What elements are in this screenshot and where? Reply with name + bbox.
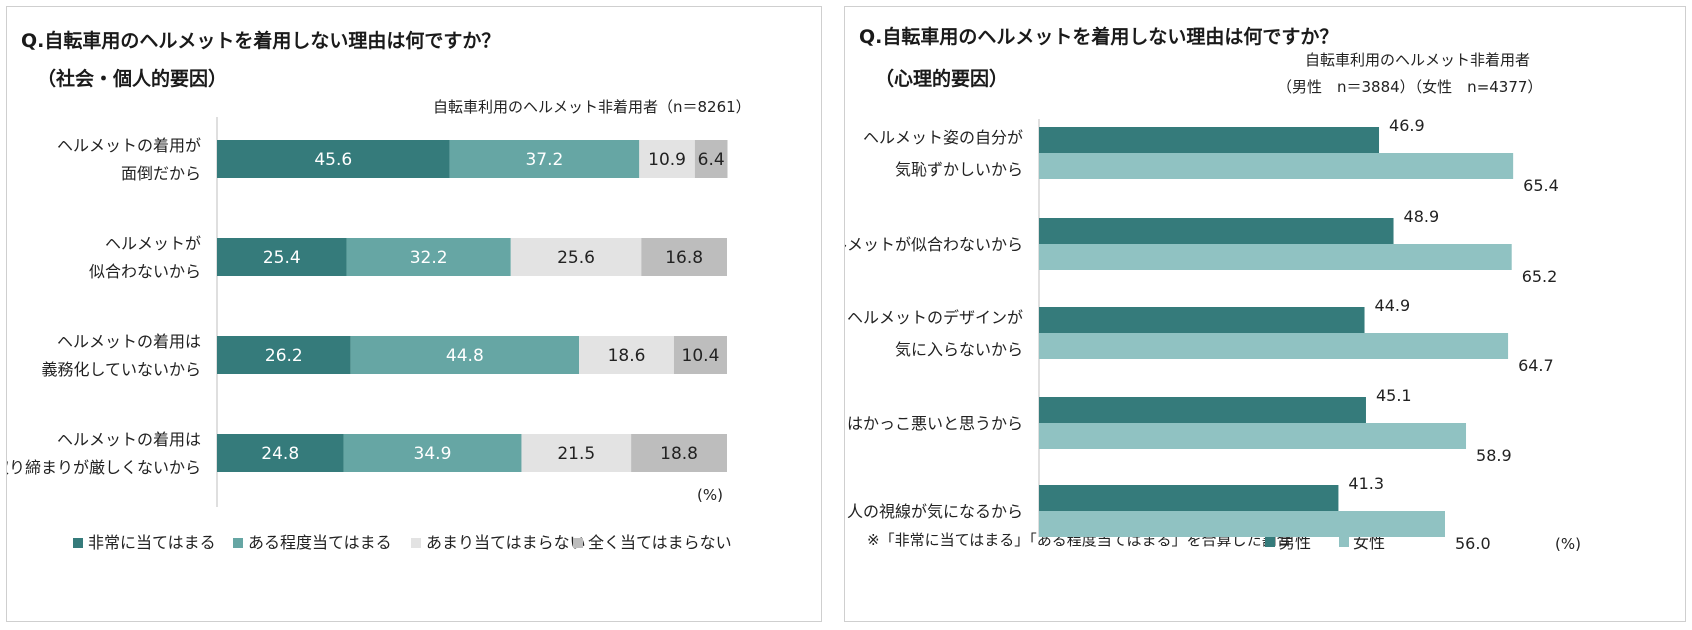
- left-bar-segment: [639, 140, 695, 178]
- left-bar-value-label: 10.4: [682, 346, 720, 366]
- left-bar-value-label: 45.6: [314, 150, 352, 170]
- right-chart-svg: Q.自転車用のヘルメットを着用しない理由は何ですか？ （心理的要因） 自転車利用…: [845, 25, 1581, 553]
- left-unit-label: (%): [697, 486, 723, 504]
- left-bar-segment: [510, 238, 642, 276]
- left-category-label: ヘルメットの着用は: [57, 430, 201, 449]
- left-legend-swatch: [73, 538, 83, 548]
- left-category-label: ヘルメットの着用が: [57, 136, 201, 155]
- left-bar-value-label: 44.8: [446, 346, 484, 366]
- left-bar-value-label: 24.8: [261, 444, 299, 464]
- right-bar-value-label: 58.9: [1476, 446, 1512, 465]
- right-bar: [1039, 333, 1509, 359]
- right-legend-label: 男性: [1279, 533, 1311, 552]
- left-bar-segment: [521, 434, 632, 472]
- left-bar-segment: [217, 140, 450, 178]
- right-bar-value-label: 65.2: [1522, 267, 1558, 286]
- left-bar-segment: [673, 336, 727, 374]
- left-bar-segment: [449, 140, 640, 178]
- left-bar-value-label: 18.8: [660, 444, 698, 464]
- left-bar-segment: [217, 336, 351, 374]
- right-category-label: 気恥ずかしいから: [895, 160, 1023, 179]
- left-bar-segment: [579, 336, 674, 374]
- right-bar: [1039, 153, 1514, 179]
- right-bar: [1039, 485, 1339, 511]
- right-bar-value-label: 64.7: [1518, 356, 1554, 375]
- left-bar-value-label: 25.6: [557, 248, 595, 268]
- right-bar: [1039, 244, 1512, 270]
- right-bar-value-label: 44.9: [1375, 296, 1411, 315]
- left-bar-value-label: 34.9: [414, 444, 452, 464]
- left-bar-value-label: 32.2: [410, 248, 448, 268]
- right-category-label: 気に入らないから: [895, 340, 1023, 359]
- right-legend: 男性 女性: [1265, 533, 1385, 552]
- left-bar-segment: [641, 238, 727, 276]
- left-legend-label: 全く当てはまらない: [588, 533, 732, 552]
- right-bar-value-label: 56.0: [1455, 534, 1491, 553]
- left-bar-value-label: 21.5: [557, 444, 595, 464]
- left-bar-segment: [350, 336, 580, 374]
- left-chart-subtitle: （社会・個人的要因）: [37, 67, 227, 90]
- right-bar: [1039, 218, 1394, 244]
- left-chart-title: Q.自転車用のヘルメットを着用しない理由は何ですか？: [21, 29, 500, 52]
- left-legend-label: 非常に当てはまる: [88, 533, 216, 552]
- left-chart-svg: Q.自転車用のヘルメットを着用しない理由は何ですか？ （社会・個人的要因） 自転…: [7, 29, 751, 552]
- right-sample-note-line1: 自転車利用のヘルメット非着用者: [1305, 51, 1530, 69]
- right-category-label: ヘルメットはかっこ悪いと思うから: [845, 414, 1023, 433]
- left-bar-value-label: 37.2: [525, 150, 563, 170]
- right-legend-swatch: [1339, 537, 1349, 547]
- left-bar-segment: [694, 140, 728, 178]
- right-category-label: ヘルメット姿の自分が: [863, 128, 1023, 147]
- left-chart-panel: Q.自転車用のヘルメットを着用しない理由は何ですか？ （社会・個人的要因） 自転…: [6, 6, 822, 622]
- left-category-label: 取り締まりが厳しくないから: [7, 458, 201, 477]
- left-bar-segment: [346, 238, 511, 276]
- right-bar-value-label: 41.3: [1348, 474, 1384, 493]
- left-legend-swatch: [233, 538, 243, 548]
- left-legend-swatch: [411, 538, 421, 548]
- left-legend-swatch: [573, 538, 583, 548]
- right-legend-label: 女性: [1353, 533, 1385, 552]
- right-bar-value-label: 46.9: [1389, 116, 1425, 135]
- right-sample-note-line2: （男性 n＝3884）（女性 n=4377）: [1277, 78, 1542, 96]
- left-legend-label: ある程度当てはまる: [248, 533, 392, 552]
- left-bar-segment: [631, 434, 727, 472]
- left-bar-segment: [343, 434, 522, 472]
- right-chart-title: Q.自転車用のヘルメットを着用しない理由は何ですか？: [859, 25, 1338, 48]
- left-bar-value-label: 10.9: [648, 150, 686, 170]
- right-category-label: ヘルメットのデザインが: [847, 308, 1023, 327]
- right-chart-subtitle: （心理的要因）: [875, 67, 1008, 90]
- left-category-label: ヘルメットの着用は: [57, 332, 201, 351]
- left-bar-segment: [217, 238, 347, 276]
- right-bar: [1039, 127, 1380, 153]
- left-category-label: ヘルメットが: [105, 234, 201, 253]
- right-bar-value-label: 65.4: [1523, 176, 1559, 195]
- left-legend: 非常に当てはまる ある程度当てはまる あまり当てはまらない 全く当てはまらない: [73, 533, 732, 552]
- left-bar-value-label: 25.4: [263, 248, 301, 268]
- right-unit-label: (%): [1555, 535, 1581, 553]
- left-bar-value-label: 16.8: [665, 248, 703, 268]
- left-sample-note: 自転車利用のヘルメット非着用者（n＝8261）: [433, 98, 751, 116]
- left-bar-value-label: 6.4: [698, 150, 725, 170]
- right-chart-panel: Q.自転車用のヘルメットを着用しない理由は何ですか？ （心理的要因） 自転車利用…: [844, 6, 1686, 622]
- right-bar: [1039, 423, 1467, 449]
- right-bar: [1039, 397, 1366, 423]
- left-category-label: 似合わないから: [89, 262, 201, 281]
- left-legend-label: あまり当てはまらない: [426, 533, 586, 552]
- right-bar-value-label: 45.1: [1376, 386, 1412, 405]
- right-category-label: 人の視線が気になるから: [847, 502, 1023, 521]
- right-bar: [1039, 511, 1445, 537]
- right-bar: [1039, 307, 1365, 333]
- left-category-label: 義務化していないから: [41, 360, 201, 379]
- left-category-label: 面倒だから: [121, 164, 201, 183]
- right-bar-value-label: 48.9: [1404, 207, 1440, 226]
- left-bar-segment: [217, 434, 344, 472]
- left-bar-value-label: 26.2: [265, 346, 303, 366]
- right-legend-swatch: [1265, 537, 1275, 547]
- left-bar-value-label: 18.6: [608, 346, 646, 366]
